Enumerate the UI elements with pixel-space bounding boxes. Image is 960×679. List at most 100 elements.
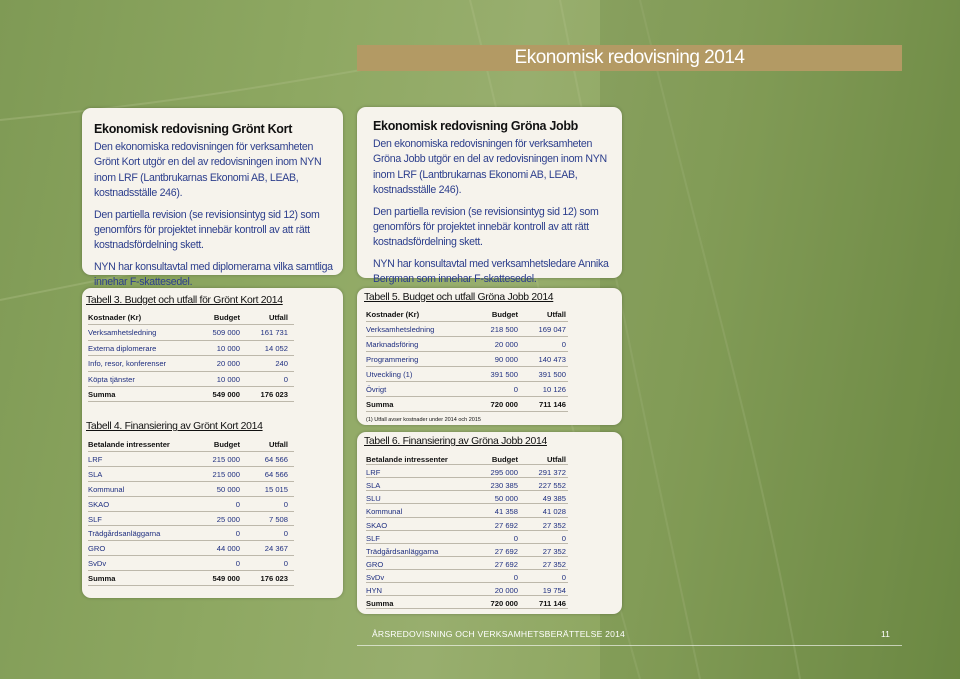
- table-cell: 27 352: [542, 559, 566, 569]
- row-separator: [366, 542, 568, 544]
- table-cell: GRO: [88, 544, 106, 554]
- table-cell: 64 566: [264, 469, 288, 479]
- table-caption: Tabell 3. Budget och utfall för Grönt Ko…: [86, 295, 283, 306]
- row-separator: [88, 450, 294, 452]
- row-separator: [366, 321, 568, 322]
- row-separator: [366, 366, 568, 367]
- table-cell: 20 000: [494, 340, 518, 349]
- row-separator: [88, 339, 294, 341]
- table-cell: 215 000: [212, 454, 240, 464]
- table-cell: Utfall: [269, 313, 288, 322]
- table-cell: 41 028: [542, 507, 566, 517]
- table-cell: Trädgårdsanläggarna: [88, 529, 161, 539]
- table-caption: Tabell 4. Finansiering av Grönt Kort 201…: [86, 421, 263, 432]
- table-cell: 27 692: [494, 546, 518, 556]
- table-cell: 41 358: [494, 507, 518, 517]
- table-cell: SvDv: [366, 572, 385, 582]
- card: [82, 108, 343, 275]
- table-cell: SKAO: [366, 520, 388, 530]
- table-cell: Kommunal: [366, 507, 403, 517]
- table-cell: 0: [283, 559, 288, 569]
- table-cell: 176 023: [260, 390, 288, 399]
- table-cell: Betalande intressenter: [366, 455, 448, 464]
- table-cell: Programmering: [366, 355, 419, 364]
- table-cell: 0: [235, 559, 240, 569]
- table-cell: Verksamhetsledning: [366, 325, 435, 334]
- page-title: Ekonomisk redovisning 2014: [357, 45, 902, 71]
- row-separator: [366, 490, 568, 492]
- table-cell: 0: [513, 572, 518, 582]
- table-cell: 720 000: [490, 599, 518, 609]
- table-cell: 230 385: [490, 481, 518, 491]
- row-separator: [366, 503, 568, 505]
- table-cell: 291 372: [538, 468, 566, 478]
- footer-line: [357, 645, 902, 646]
- table-cell: 218 500: [490, 325, 518, 334]
- row-separator: [88, 495, 294, 497]
- table-cell: 27 352: [542, 546, 566, 556]
- table-cell: 50 000: [494, 494, 518, 504]
- table-cell: 391 500: [538, 370, 566, 379]
- row-separator: [366, 529, 568, 531]
- table-cell: 0: [513, 533, 518, 543]
- table-cell: Summa: [88, 574, 116, 584]
- card-body: Den ekonomiska redovisningen för verksam…: [94, 140, 334, 297]
- row-separator: [366, 336, 568, 337]
- table-cell: Utfall: [269, 440, 288, 449]
- table-cell: 176 023: [260, 574, 288, 584]
- card: [357, 107, 622, 278]
- table-cell: Kostnader (Kr): [88, 313, 142, 322]
- card-paragraph: NYN har konsultavtal med diplomerarna vi…: [94, 260, 333, 289]
- table-cell: Budget: [213, 313, 240, 322]
- row-separator: [88, 585, 294, 586]
- table-cell: 0: [235, 499, 240, 509]
- table-cell: 19 754: [542, 586, 566, 595]
- table-cell: Info, resor, konferenser: [88, 359, 167, 369]
- table-cell: SLF: [88, 514, 102, 524]
- table-cell: 10 000: [216, 374, 240, 384]
- page-number: 11: [881, 629, 890, 639]
- table-caption: Tabell 5. Budget och utfall Gröna Jobb 2…: [364, 292, 554, 303]
- row-separator: [366, 595, 568, 597]
- card-paragraph: Den ekonomiska redovisningen för verksam…: [94, 141, 322, 200]
- card-paragraph: NYN har konsultavtal med verksamhetsleda…: [373, 257, 609, 286]
- row-separator: [366, 568, 568, 570]
- table-cell: 711 146: [538, 599, 566, 609]
- row-separator: [366, 516, 568, 518]
- table-cell: SLA: [88, 469, 103, 479]
- table-cell: 20 000: [216, 359, 240, 369]
- card-body: Den ekonomiska redovisningen för verksam…: [373, 137, 613, 294]
- table-cell: Trädgårdsanläggarna: [366, 546, 439, 556]
- row-separator: [366, 381, 568, 382]
- table-cell: Summa: [366, 400, 394, 409]
- table-cell: 50 000: [216, 484, 240, 494]
- table-cell: 549 000: [212, 574, 240, 584]
- row-separator: [88, 540, 294, 542]
- table-panel: [357, 288, 622, 425]
- table-cell: 27 692: [494, 520, 518, 530]
- table-cell: Övrigt: [366, 385, 387, 394]
- row-separator: [88, 386, 294, 387]
- table-cell: 0: [561, 572, 566, 582]
- table-cell: 0: [235, 529, 240, 539]
- table-cell: 215 000: [212, 469, 240, 479]
- table-cell: 0: [283, 374, 288, 384]
- table-cell: GRO: [366, 559, 384, 569]
- table-cell: 0: [561, 340, 566, 349]
- table-cell: SLF: [366, 533, 380, 543]
- table-cell: Utveckling (1): [366, 370, 413, 379]
- table-cell: 7 508: [268, 514, 288, 524]
- row-separator: [366, 351, 568, 352]
- table-cell: LRF: [88, 454, 103, 464]
- table-cell: 14 052: [264, 343, 288, 353]
- table-cell: 15 015: [264, 484, 288, 494]
- table-cell: HYN: [366, 586, 383, 595]
- table-cell: 140 473: [538, 355, 566, 364]
- table-cell: Utfall: [547, 455, 566, 464]
- table-cell: Marknadsföring: [366, 340, 419, 349]
- table-cell: 227 552: [538, 481, 566, 491]
- table-cell: Utfall: [547, 310, 566, 319]
- row-separator: [88, 465, 294, 467]
- row-separator: [88, 570, 294, 572]
